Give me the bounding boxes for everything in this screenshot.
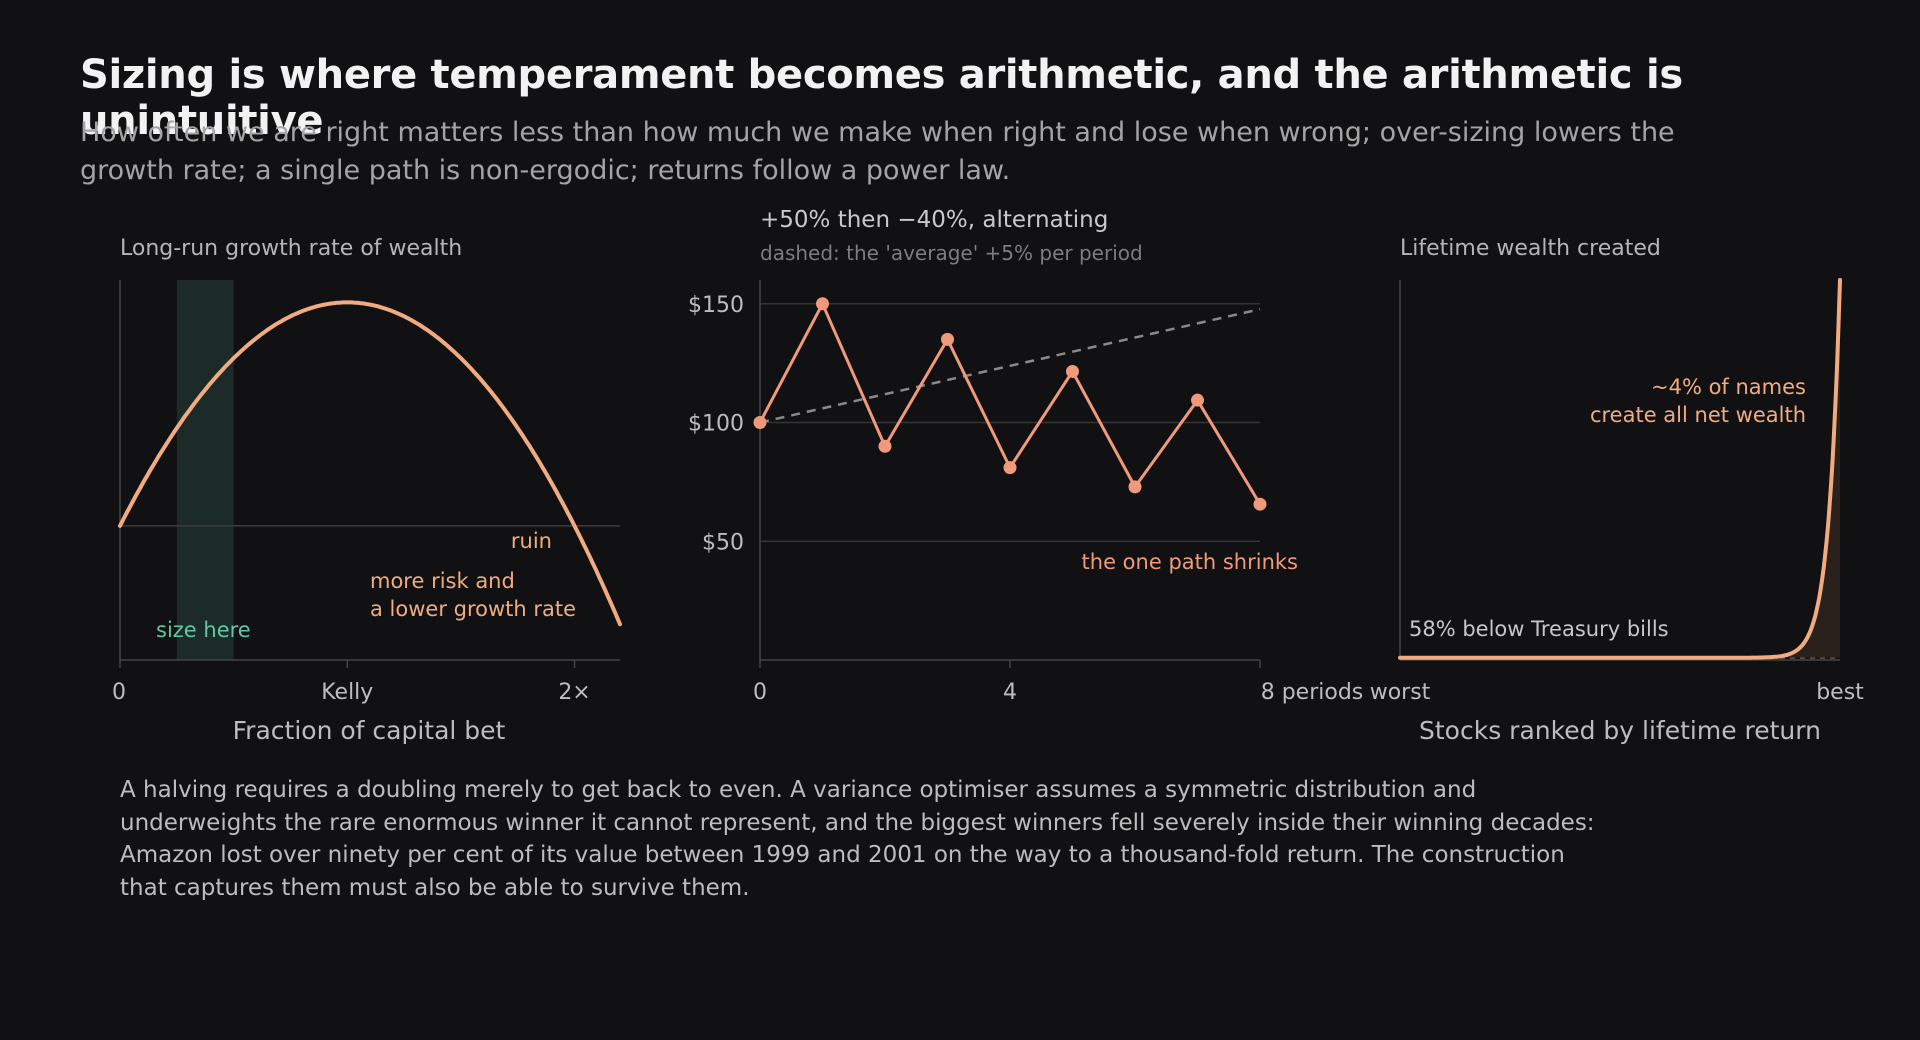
path-y-tick-label: $150 xyxy=(688,293,744,318)
path-y-tick-label: $100 xyxy=(688,412,744,437)
path-y-tick-label: $50 xyxy=(702,530,744,555)
path-point xyxy=(816,297,829,311)
wealth-curve xyxy=(1398,278,1842,660)
path-chart: +50% then −40%, alternating dashed: the … xyxy=(688,207,1363,705)
wealth-path-line xyxy=(758,302,1262,505)
path-point xyxy=(1191,393,1204,407)
wealth-x-axis-label: Stocks ranked by lifetime return xyxy=(1419,716,1821,745)
wealth-bottom-annotation: 58% below Treasury bills xyxy=(1409,617,1669,641)
kelly-ruin-label: ruin xyxy=(511,529,552,553)
path-point xyxy=(1003,461,1017,475)
kelly-x-tick-label: 0 xyxy=(112,680,126,705)
path-point xyxy=(1128,480,1142,494)
wealth-x-tick-label: worst xyxy=(1370,680,1431,705)
kelly-chart: Long-run growth rate of wealth 0 Kelly 2× … xyxy=(112,236,622,745)
kelly-chart-title: Long-run growth rate of wealth xyxy=(120,236,462,261)
path-chart-subtitle: dashed: the 'average' +5% per period xyxy=(760,241,1143,265)
kelly-band-label: size here xyxy=(156,618,251,642)
kelly-over-sizing-line-1: more risk and xyxy=(370,569,515,593)
kelly-x-tick-label: 2× xyxy=(558,680,590,705)
wealth-top-annotation-line-2: create all net wealth xyxy=(1590,403,1806,427)
path-point xyxy=(1253,497,1267,511)
path-x-tick-label: 4 xyxy=(1003,680,1017,705)
wealth-chart: Lifetime wealth created worst best ~4% of… xyxy=(1370,236,1864,745)
path-point xyxy=(753,416,767,429)
kelly-x-tick-label: Kelly xyxy=(321,680,373,705)
kelly-growth-curve xyxy=(118,300,622,627)
wealth-chart-title: Lifetime wealth created xyxy=(1400,236,1661,261)
wealth-x-tick-label: best xyxy=(1816,680,1864,705)
average-dashed-line xyxy=(759,307,1261,424)
path-point xyxy=(941,332,954,346)
body-paragraph: A halving requires a doubling merely to … xyxy=(120,777,1595,901)
path-x-tick-label: 0 xyxy=(753,680,767,705)
kelly-x-axis-label: Fraction of capital bet xyxy=(233,716,506,745)
wealth-area-fill xyxy=(1400,280,1840,658)
wealth-top-annotation-line-1: ~4% of names xyxy=(1651,375,1806,399)
path-annotation: the one path shrinks xyxy=(1082,550,1298,574)
kelly-size-band xyxy=(176,280,234,660)
path-point xyxy=(878,439,892,453)
page-title: Sizing is where temperament becomes arit… xyxy=(80,52,1683,144)
path-point xyxy=(1066,364,1079,378)
path-chart-title: +50% then −40%, alternating xyxy=(760,207,1108,233)
path-x-tick-label: 8 periods xyxy=(1261,680,1364,705)
kelly-over-sizing-line-2: a lower growth rate xyxy=(370,597,576,621)
page-subtitle: How often we are right matters less than… xyxy=(80,117,1675,186)
